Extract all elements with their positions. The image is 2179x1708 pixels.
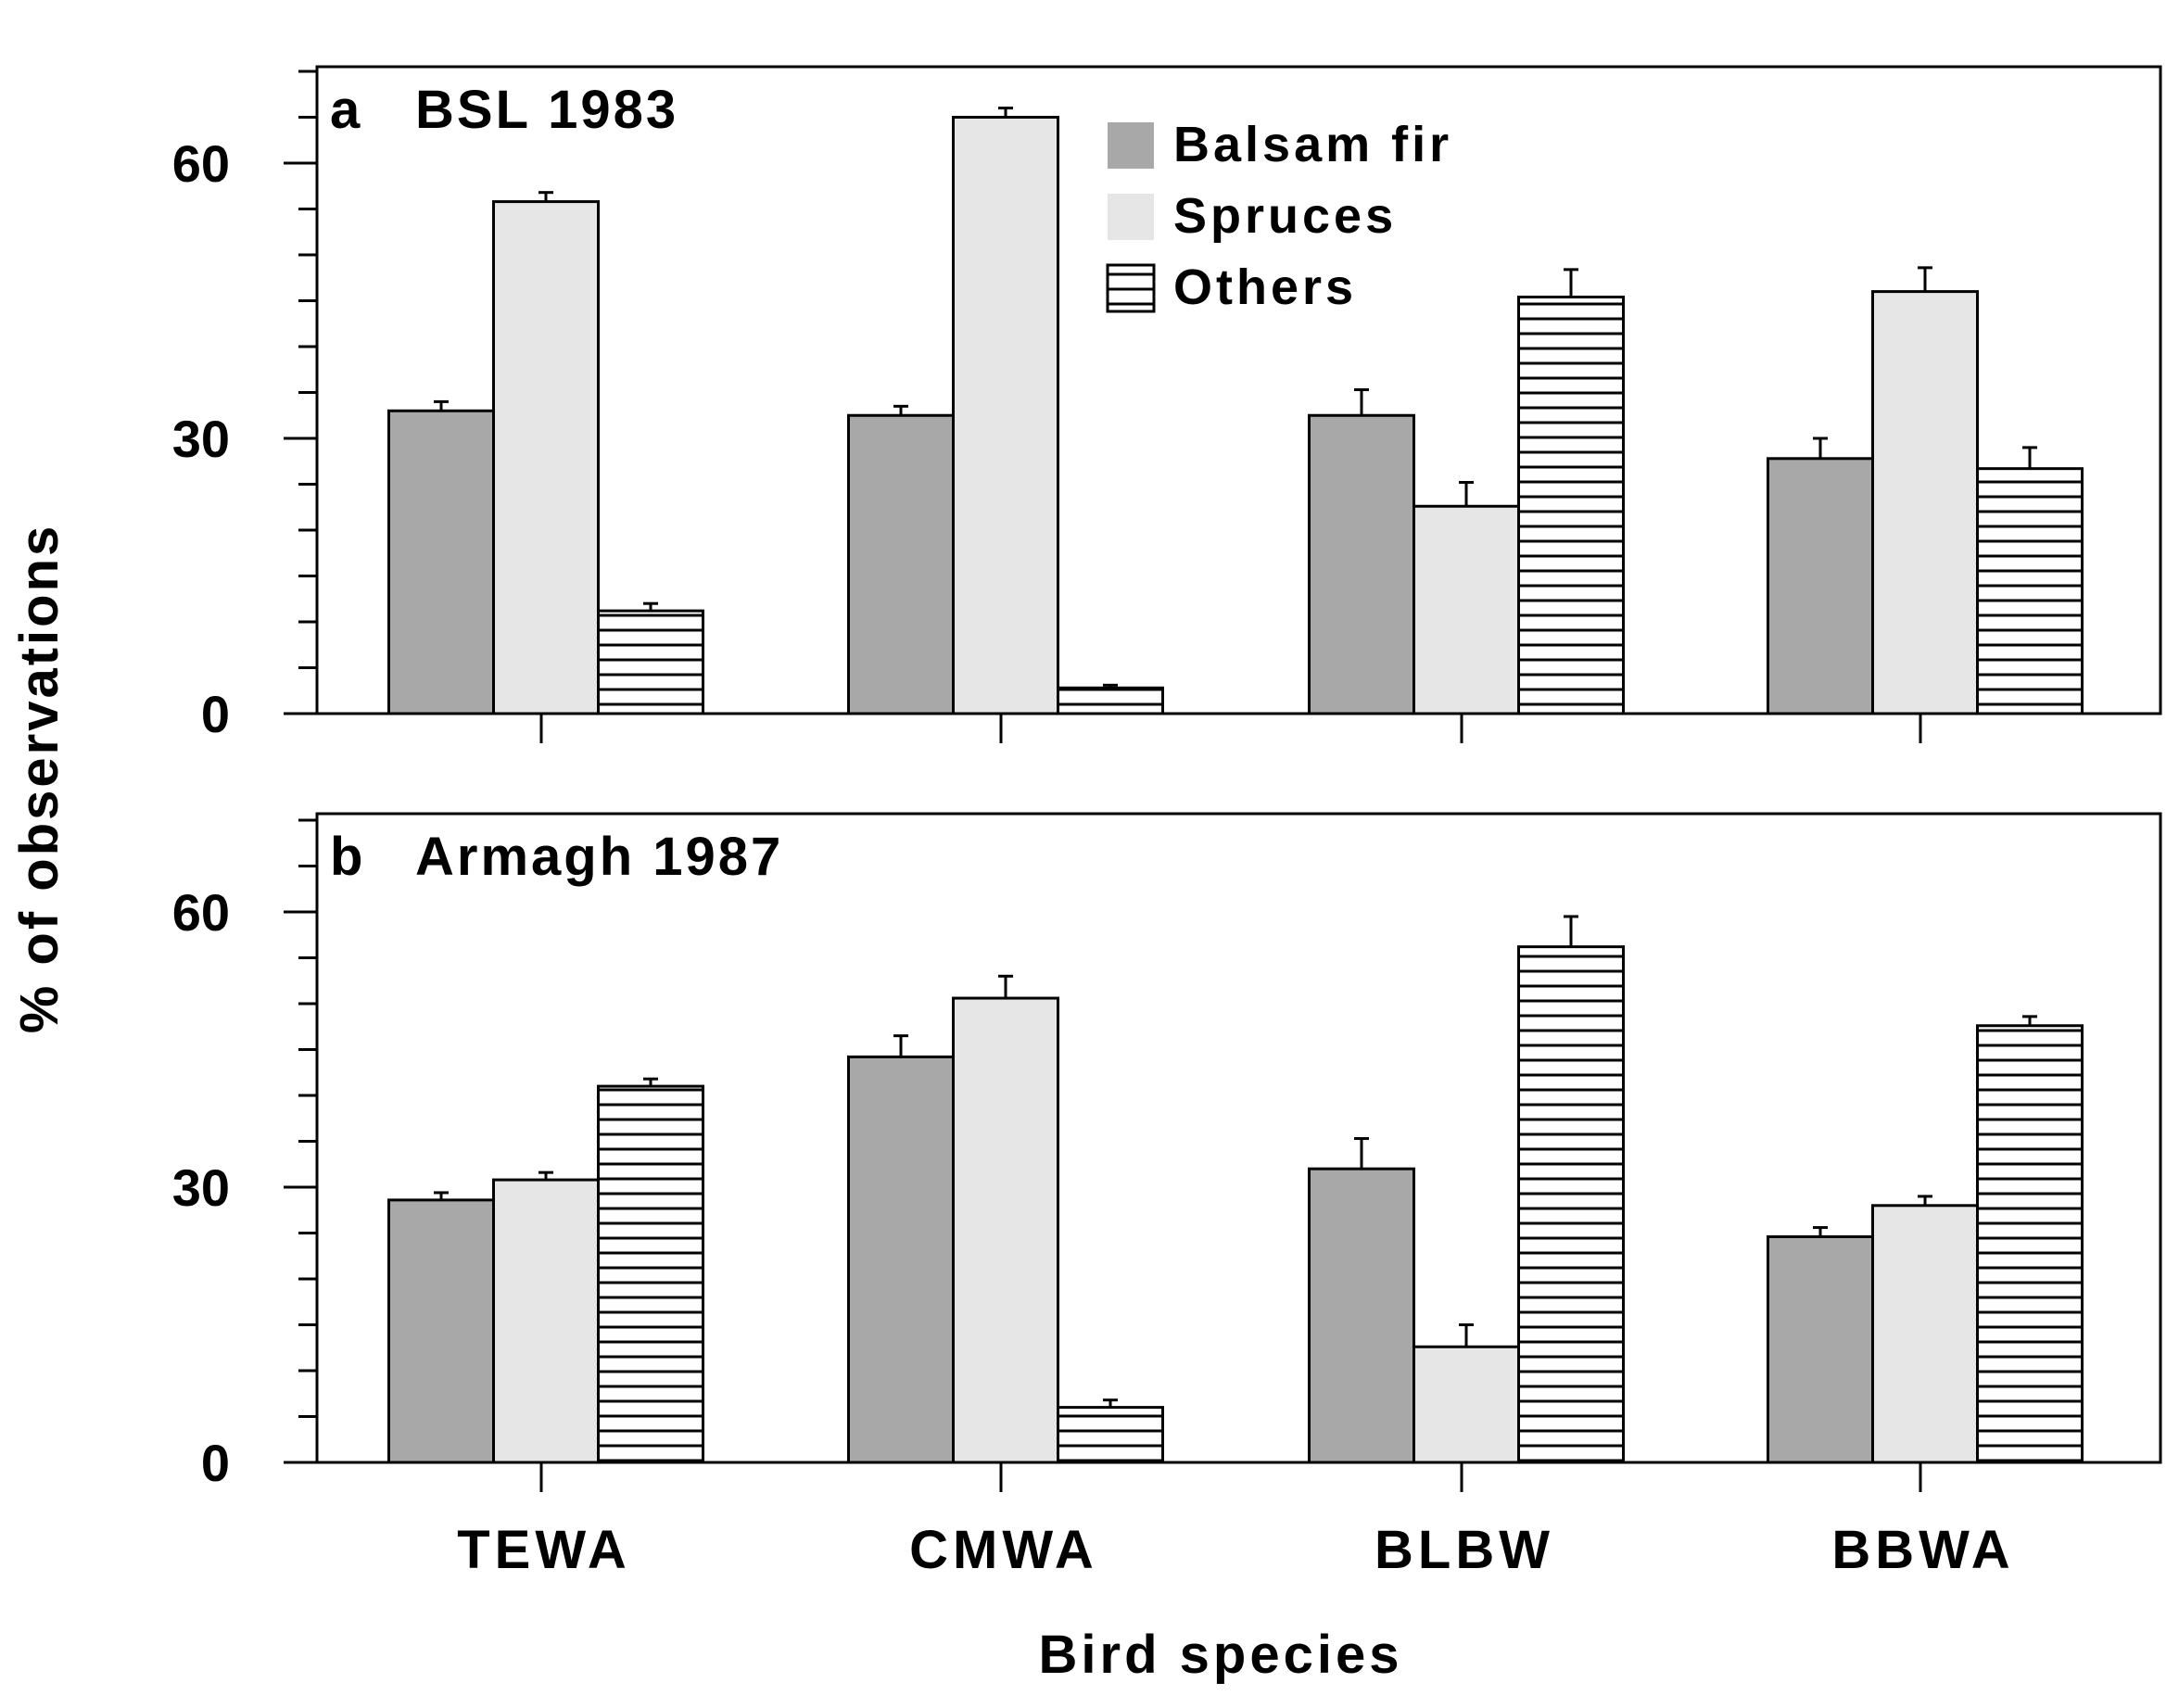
panel-letter: b [330,827,362,887]
legend-label-balsam-fir: Balsam fir [1173,117,1452,172]
bar-balsam-fir-bbwa [1767,457,1874,715]
bar-balsam-fir-bbwa [1767,1234,1874,1464]
panel-title: BSL 1983 [415,80,678,140]
panels-root: 0 30 60 a BSL 1983 0 30 60 b Armagh 1987 TEWA CMWA B… [172,65,2162,1580]
x-tick-label-blbw: BLBW [1375,1520,1554,1580]
x-axis-label: Bird species [1039,1625,1403,1685]
bar-spruces-blbw [1413,504,1520,715]
bar-others-tewa [597,609,704,715]
y-tick-label: 60 [172,883,230,942]
bar-spruces-bbwa [1871,1204,1979,1464]
legend-label-spruces: Spruces [1173,188,1397,244]
y-tick-label: 0 [201,685,230,743]
bar-spruces-cmwa [952,116,1059,715]
bar-others-blbw [1517,296,1625,715]
y-tick-label: 30 [172,410,230,468]
bar-balsam-fir-cmwa [847,1055,955,1464]
bar-spruces-bbwa [1871,290,1979,715]
bar-spruces-cmwa [952,996,1059,1464]
legend-swatch-others [1106,263,1156,313]
x-tick-label-tewa: TEWA [457,1520,631,1580]
bar-balsam-fir-cmwa [847,413,955,715]
bar-others-bbwa [1976,1024,2084,1464]
legend-label-others: Others [1173,259,1357,315]
legend-swatch-spruces [1108,194,1154,240]
y-tick-label: 60 [172,134,230,193]
y-tick-label: 0 [201,1434,230,1492]
y-axis-label: % of observations [9,524,70,1034]
panel-title: Armagh 1987 [415,827,783,887]
bar-balsam-fir-blbw [1308,413,1415,715]
bar-others-blbw [1517,945,1625,1464]
bar-spruces-tewa [492,1178,600,1464]
bar-others-cmwa [1057,686,1164,715]
x-tick-label-bbwa: BBWA [1831,1520,2014,1580]
bar-balsam-fir-blbw [1308,1167,1415,1464]
y-tick-label: 30 [172,1158,230,1217]
bar-spruces-tewa [492,200,600,715]
panel-a: 0 30 60 a BSL 1983 [172,65,2162,743]
panel-letter: a [330,80,361,140]
bar-spruces-blbw [1413,1345,1520,1464]
bar-others-cmwa [1057,1406,1164,1464]
plot-frame [315,812,2162,1464]
bar-balsam-fir-tewa [387,409,495,715]
bar-others-tewa [597,1084,704,1464]
panel-b: 0 30 60 b Armagh 1987 [172,812,2162,1492]
legend-swatch-balsam-fir [1108,122,1154,169]
plot-frame [315,65,2162,715]
x-tick-label-cmwa: CMWA [909,1520,1098,1580]
bar-others-bbwa [1976,467,2084,715]
legend: Balsam fir Spruces Others [1106,117,1452,315]
bar-balsam-fir-tewa [387,1198,495,1464]
